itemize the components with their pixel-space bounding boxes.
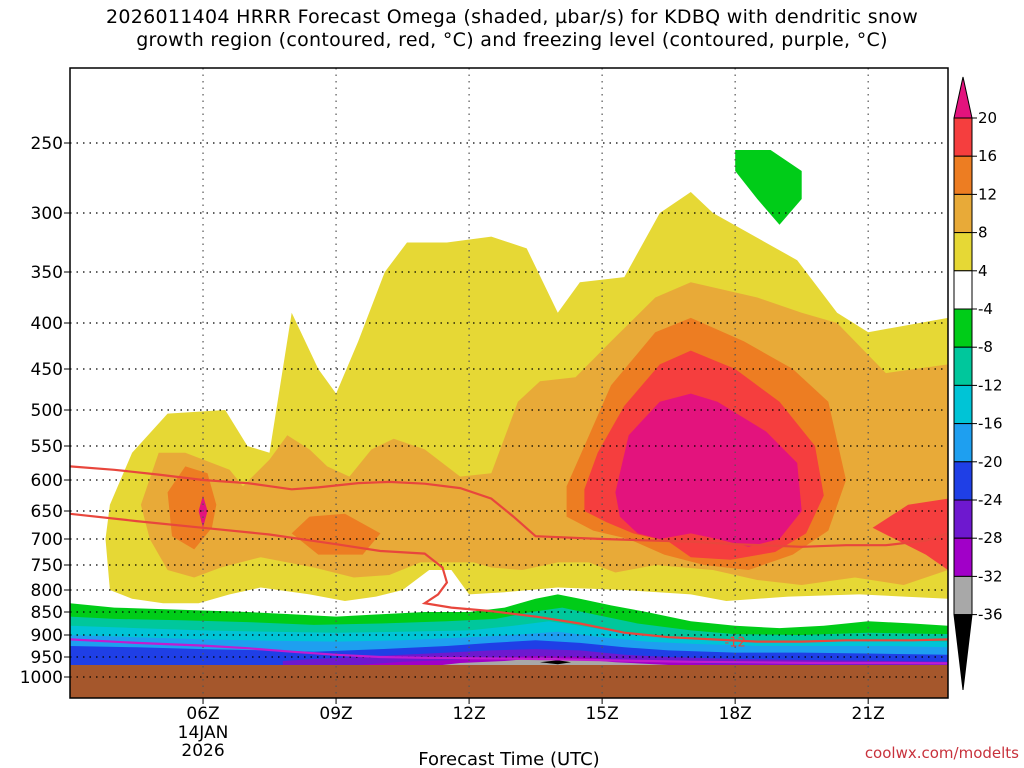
colorbar: 20 16 12 8 4 -4 -8 -12 -16 -20 -24 -28 -32 -36 — [953, 76, 1003, 691]
colorbar-label-2: 12 — [978, 185, 997, 203]
y-tick-label-650: 650 — [31, 502, 63, 522]
y-tick-label-750: 750 — [31, 556, 63, 576]
title-line-2: growth region (contoured, red, °C) and f… — [136, 29, 888, 51]
x-tick-label-15Z: 15Z — [585, 704, 618, 724]
colorbar-label-6: -8 — [978, 338, 993, 356]
colorbar-label-8: -16 — [978, 415, 1003, 433]
grid-lines — [70, 68, 948, 698]
colorbar-bin-11 — [953, 499, 973, 539]
omega-region-19 — [735, 150, 802, 225]
contour-line-2 — [70, 638, 948, 665]
colorbar-bin-5 — [953, 270, 973, 310]
y-tick-label-450: 450 — [31, 360, 63, 380]
omega-region-7 — [615, 393, 802, 547]
y-tick-label-500: 500 — [31, 401, 63, 421]
y-tick-label-800: 800 — [31, 581, 63, 601]
title-line-1: 2026011404 HRRR Forecast Omega (shaded, … — [105, 6, 919, 28]
colorbar-label-0: 20 — [978, 109, 997, 127]
chart-title: 2026011404 HRRR Forecast Omega (shaded, … — [0, 6, 1024, 52]
y-tick-label-1000: 1000 — [20, 668, 63, 688]
colorbar-bin-8 — [953, 384, 973, 425]
contour-label: -12 — [725, 636, 746, 651]
colorbar-bin-12 — [953, 537, 973, 577]
omega-region-3 — [291, 513, 381, 555]
contour-line-0 — [70, 465, 948, 548]
x-tick-label-12Z: 12Z — [452, 704, 485, 724]
colorbar-bin-7 — [953, 346, 973, 386]
temperature-contours: -12 — [70, 465, 948, 665]
y-tick-label-400: 400 — [31, 314, 63, 334]
ground-band — [70, 665, 948, 698]
y-tick-label-600: 600 — [31, 471, 63, 491]
colorbar-top-arrow — [953, 76, 973, 119]
omega-region-6 — [872, 498, 948, 570]
y-tick-label-300: 300 — [31, 204, 63, 224]
colorbar-label-11: -28 — [978, 529, 1003, 547]
colorbar-label-3: 8 — [978, 224, 988, 242]
x-tick-label-06Z: 06Z — [186, 704, 219, 724]
colorbar-bin-2 — [953, 155, 973, 195]
omega-region-17 — [540, 660, 572, 665]
colorbar-label-5: -4 — [978, 300, 993, 318]
colorbar-label-9: -20 — [978, 453, 1003, 471]
y-tick-label-350: 350 — [31, 263, 63, 283]
x-tick-label-18Z: 18Z — [719, 704, 752, 724]
colorbar-bin-10 — [953, 461, 973, 501]
y-tick-label-550: 550 — [31, 437, 63, 457]
plot-frame — [69, 67, 949, 699]
y-tick-label-250: 250 — [31, 134, 63, 154]
colorbar-bin-9 — [953, 423, 973, 463]
colorbar-label-4: 4 — [978, 262, 988, 280]
colorbar-bin-1 — [953, 117, 973, 157]
ground-surface — [70, 665, 948, 698]
x-axis-label: Forecast Time (UTC) — [418, 749, 599, 768]
colorbar-label-13: -36 — [978, 606, 1003, 624]
colorbar-bin-3 — [953, 193, 973, 234]
contour-line-1 — [70, 512, 948, 643]
y-tick-label-850: 850 — [31, 603, 63, 623]
colorbar-label-7: -12 — [978, 376, 1003, 394]
colorbar-bin-13 — [953, 575, 973, 616]
colorbar-bin-6 — [953, 308, 973, 348]
colorbar-label-10: -24 — [978, 491, 1003, 509]
x-tick-date: 14JAN — [178, 723, 229, 743]
colorbar-bin-4 — [953, 232, 973, 272]
y-tick-label-900: 900 — [31, 626, 63, 646]
colorbar-label-12: -32 — [978, 567, 1003, 585]
colorbar-label-1: 16 — [978, 147, 997, 165]
x-tick-year: 2026 — [181, 741, 224, 761]
credit-text: coolwx.com/modelts — [865, 744, 1019, 762]
y-tick-label-950: 950 — [31, 648, 63, 668]
y-tick-label-700: 700 — [31, 530, 63, 550]
omega-shading — [70, 150, 948, 671]
x-tick-label-21Z: 21Z — [852, 704, 885, 724]
x-tick-label-09Z: 09Z — [319, 704, 352, 724]
colorbar-bottom-arrow — [953, 614, 973, 691]
omega-region-8 — [198, 495, 208, 528]
